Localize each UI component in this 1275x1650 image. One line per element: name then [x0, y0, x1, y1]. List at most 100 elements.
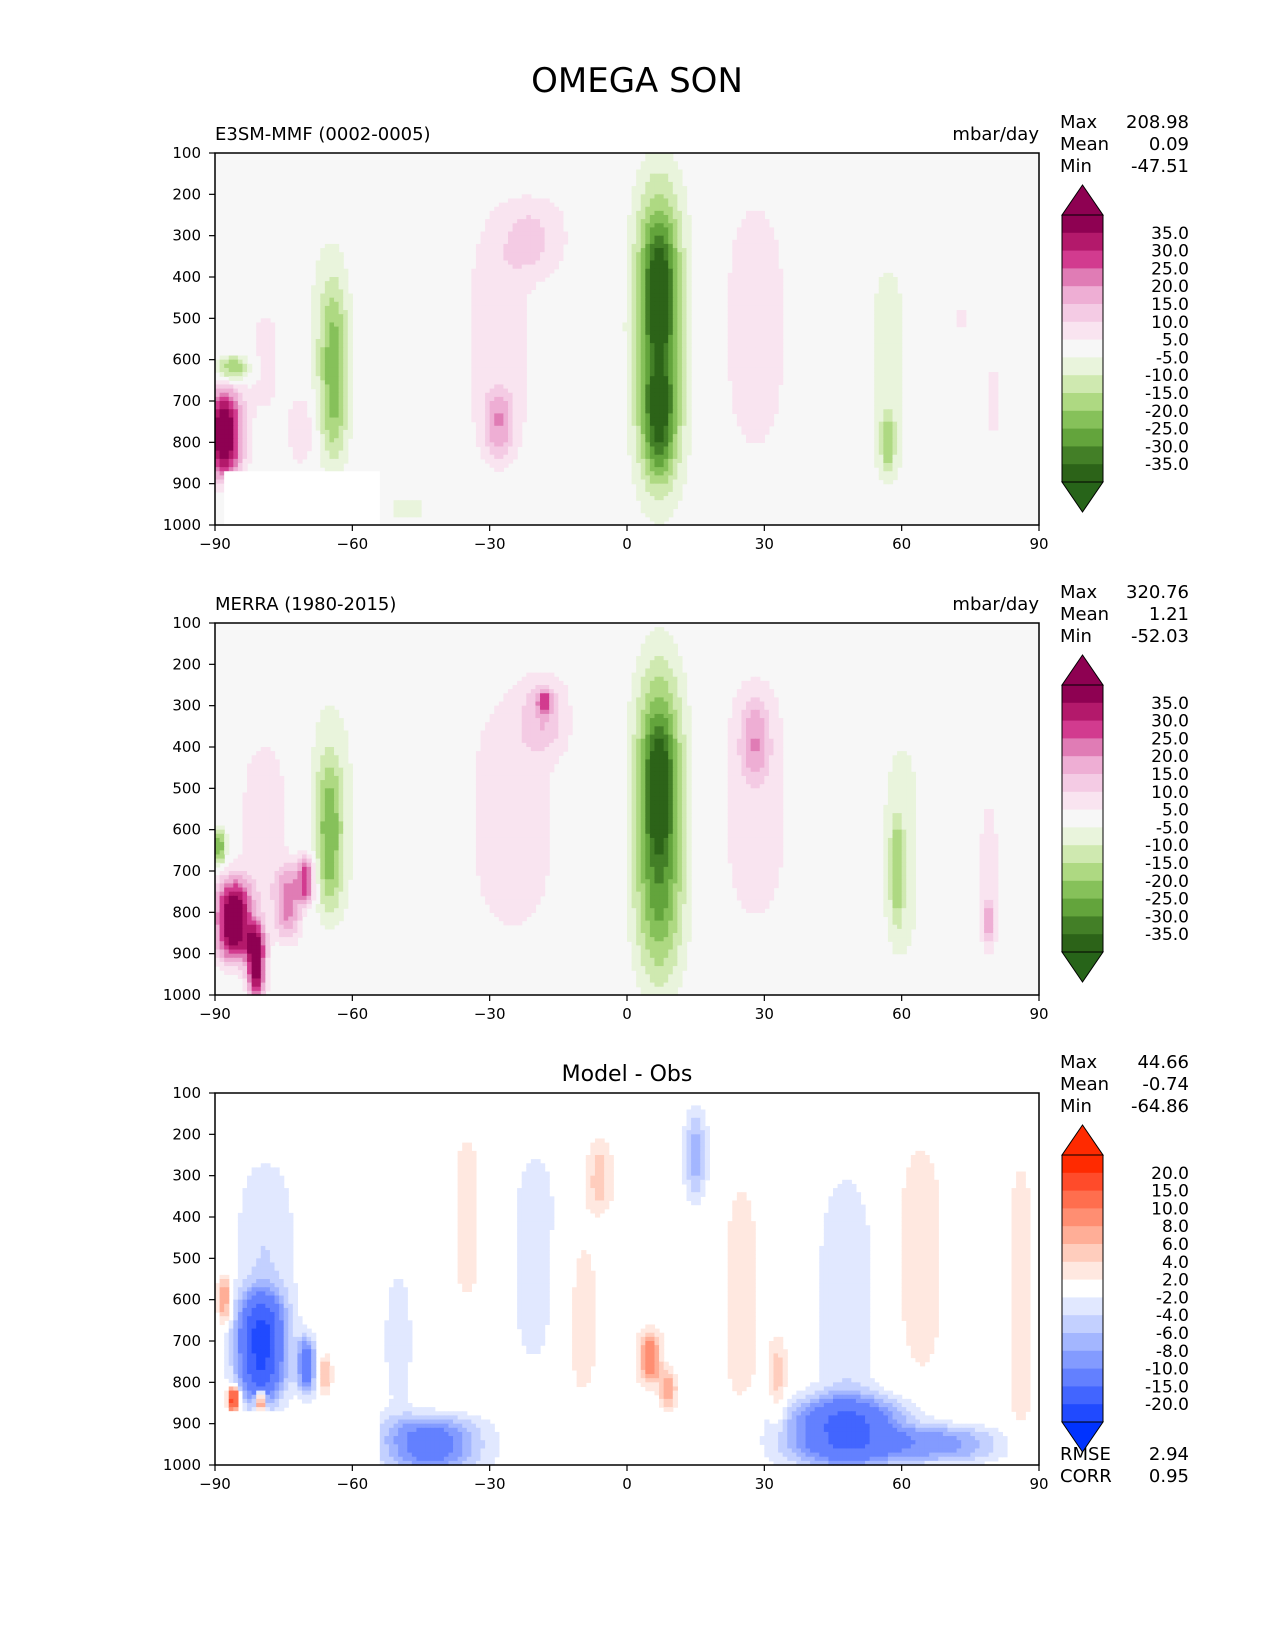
contour-cell: [334, 343, 340, 348]
contour-cell: [540, 718, 546, 723]
contour-cell: [649, 713, 656, 719]
contour-cell: [558, 734, 564, 740]
contour-cell: [260, 401, 266, 406]
contour-cell: [324, 281, 331, 286]
contour-cell: [544, 693, 550, 698]
contour-cell: [663, 656, 669, 661]
contour-cell: [897, 401, 903, 406]
contour-cell: [686, 709, 692, 715]
contour-cell: [526, 747, 532, 752]
contour-cell: [471, 392, 477, 398]
contour-cell: [237, 401, 244, 406]
contour-cell: [773, 396, 779, 402]
contour-cell: [558, 718, 564, 723]
contour-cell: [636, 169, 642, 175]
contour-cell: [507, 277, 514, 282]
contour-cell: [503, 722, 509, 727]
contour-cell: [343, 301, 349, 307]
contour-cell: [549, 248, 555, 253]
contour-cell: [727, 730, 733, 736]
contour-cell: [645, 676, 651, 682]
contour-cell: [530, 709, 537, 715]
contour-cell: [521, 198, 527, 204]
contour-cell: [311, 330, 317, 336]
contour-cell: [228, 450, 234, 456]
contour-cell: [878, 297, 884, 303]
contour-cell: [224, 467, 230, 472]
contour-cell: [530, 680, 537, 686]
contour-cell: [292, 421, 298, 427]
contour-cell: [503, 322, 509, 328]
contour-cell: [329, 339, 335, 344]
contour-cell: [672, 467, 678, 472]
contour-cell: [471, 318, 477, 324]
contour-cell: [736, 248, 743, 253]
contour-cell: [681, 442, 688, 448]
contour-cell: [489, 742, 495, 748]
contour-cell: [507, 243, 514, 249]
contour-cell: [878, 351, 884, 357]
contour-cell: [681, 425, 688, 431]
contour-cell: [540, 198, 546, 204]
contour-cell: [494, 709, 500, 715]
contour-cell: [334, 351, 340, 357]
contour-cell: [521, 206, 527, 212]
contour-cell: [741, 243, 747, 249]
contour-cell: [324, 268, 331, 274]
contour-cell: [475, 367, 482, 373]
contour-cell: [636, 343, 642, 348]
contour-cell: [260, 396, 266, 402]
contour-cell: [659, 487, 665, 493]
contour-cell: [558, 219, 564, 224]
contour-cell: [768, 372, 775, 377]
contour-cell: [755, 680, 761, 686]
contour-cell: [732, 301, 738, 307]
contour-cell: [544, 260, 550, 266]
contour-cell: [741, 277, 747, 282]
contour-cell: [887, 384, 894, 390]
contour-cell: [663, 680, 669, 686]
contour-cell: [773, 310, 779, 315]
contour-cell: [736, 417, 743, 423]
contour-cell: [562, 709, 569, 715]
contour-cell: [727, 310, 733, 315]
contour-cell: [654, 751, 660, 756]
contour-cell: [498, 210, 504, 216]
contour-cell: [507, 252, 514, 257]
contour-cell: [645, 463, 651, 468]
contour-cell: [768, 239, 775, 245]
contour-cell: [686, 705, 692, 711]
contour-cell: [498, 388, 504, 394]
contour-cell: [489, 463, 495, 468]
contour-cell: [663, 651, 669, 657]
contour-cell: [681, 726, 688, 732]
contour-cell: [627, 243, 633, 249]
contour-cell: [517, 277, 523, 282]
contour-cell: [512, 701, 518, 707]
contour-cell: [672, 264, 678, 270]
contour-cell: [498, 376, 504, 381]
contour-cell: [480, 742, 486, 748]
contour-cell: [759, 730, 765, 736]
contour-cell: [764, 367, 770, 373]
contour-cell: [741, 239, 747, 245]
contour-cell: [544, 722, 550, 727]
contour-cell: [681, 747, 688, 752]
contour-cell: [681, 401, 688, 406]
contour-cell: [247, 450, 253, 456]
contour-cell: [512, 450, 518, 456]
contour-cell: [874, 392, 880, 398]
contour-cell: [334, 409, 340, 414]
contour-cell: [659, 672, 665, 678]
contour-cell: [530, 210, 537, 216]
contour-cell: [530, 726, 537, 732]
contour-cell: [677, 676, 683, 682]
contour-cell: [681, 680, 688, 686]
contour-cell: [631, 454, 637, 460]
contour-cell: [228, 429, 234, 435]
contour-cell: [649, 421, 656, 427]
contour-cell: [768, 277, 775, 282]
contour-cell: [640, 392, 646, 398]
contour-cell: [343, 318, 349, 324]
contour-cell: [517, 730, 523, 736]
